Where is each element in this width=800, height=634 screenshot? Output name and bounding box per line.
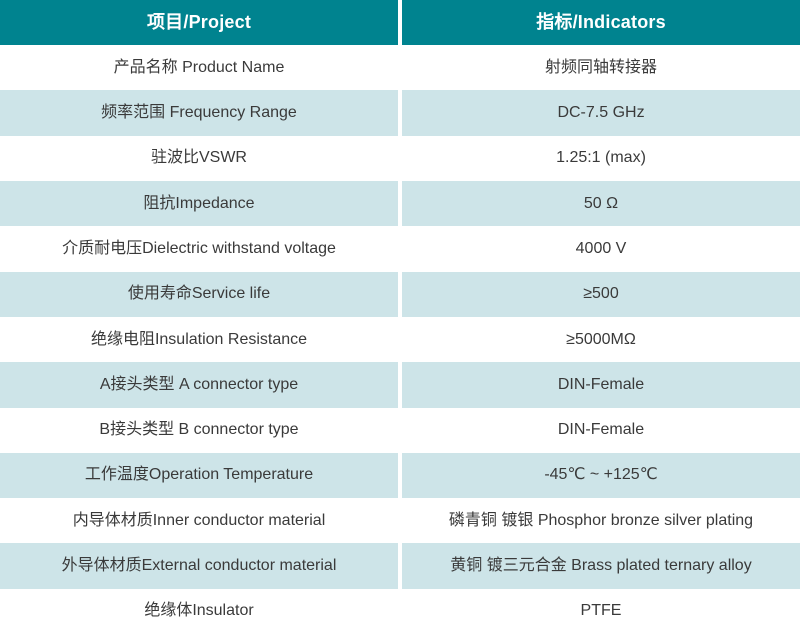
indicator-cell: PTFE — [402, 588, 800, 634]
table-row: A接头类型 A connector type DIN-Female — [0, 362, 800, 408]
indicator-cell: 黄铜 镀三元合金 Brass plated ternary alloy — [402, 543, 800, 589]
indicator-cell: 射频同轴转接器 — [402, 45, 800, 91]
indicator-cell: 1.25:1 (max) — [402, 135, 800, 181]
project-cell: 驻波比VSWR — [0, 135, 398, 181]
table-row: B接头类型 B connector type DIN-Female — [0, 407, 800, 453]
indicator-cell: ≥5000MΩ — [402, 316, 800, 363]
indicator-cell: 磷青铜 镀银 Phosphor bronze silver plating — [402, 498, 800, 544]
indicator-cell: 4000 V — [402, 226, 800, 272]
indicator-cell: DIN-Female — [402, 362, 800, 408]
project-cell: 介质耐电压Dielectric withstand voltage — [0, 226, 398, 272]
table-row: 阻抗Impedance 50 Ω — [0, 180, 800, 227]
project-cell: A接头类型 A connector type — [0, 362, 398, 408]
indicator-cell: DC-7.5 GHz — [402, 90, 800, 136]
table-row: 驻波比VSWR 1.25:1 (max) — [0, 135, 800, 181]
project-cell: 产品名称 Product Name — [0, 45, 398, 91]
project-cell: 使用寿命Service life — [0, 271, 398, 317]
indicator-cell: -45℃ ~ +125℃ — [402, 452, 800, 499]
table-row: 频率范围 Frequency Range DC-7.5 GHz — [0, 90, 800, 136]
indicator-cell: DIN-Female — [402, 407, 800, 453]
table-header: 项目/Project 指标/Indicators — [0, 0, 800, 45]
table-row: 使用寿命Service life ≥500 — [0, 271, 800, 317]
project-cell: B接头类型 B connector type — [0, 407, 398, 453]
project-cell: 绝缘电阻Insulation Resistance — [0, 316, 398, 363]
table-row: 工作温度Operation Temperature -45℃ ~ +125℃ — [0, 452, 800, 499]
indicator-cell: 50 Ω — [402, 180, 800, 227]
table-row: 外导体材质External conductor material 黄铜 镀三元合金… — [0, 543, 800, 589]
project-cell: 外导体材质External conductor material — [0, 543, 398, 589]
header-indicators-cell: 指标/Indicators — [402, 0, 800, 45]
table-row: 介质耐电压Dielectric withstand voltage 4000 V — [0, 226, 800, 272]
project-cell: 频率范围 Frequency Range — [0, 90, 398, 136]
project-cell: 绝缘体Insulator — [0, 588, 398, 634]
table-row: 绝缘电阻Insulation Resistance ≥5000MΩ — [0, 316, 800, 363]
indicator-cell: ≥500 — [402, 271, 800, 317]
header-project-cell: 项目/Project — [0, 0, 398, 45]
project-cell: 阻抗Impedance — [0, 180, 398, 227]
project-cell: 内导体材质Inner conductor material — [0, 498, 398, 544]
table-row: 产品名称 Product Name 射频同轴转接器 — [0, 45, 800, 91]
table-row: 内导体材质Inner conductor material 磷青铜 镀银 Phos… — [0, 498, 800, 544]
table-row: 绝缘体Insulator PTFE — [0, 588, 800, 634]
project-cell: 工作温度Operation Temperature — [0, 452, 398, 499]
